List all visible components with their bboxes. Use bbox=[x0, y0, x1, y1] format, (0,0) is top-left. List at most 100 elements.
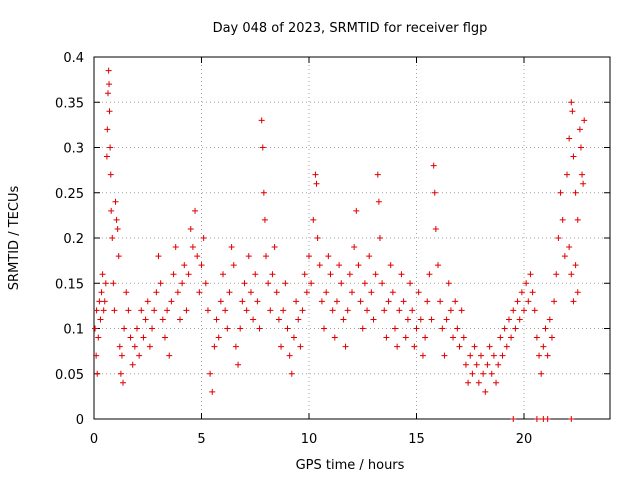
data-point bbox=[353, 207, 360, 214]
data-point bbox=[243, 307, 250, 314]
x-tick-label: 0 bbox=[90, 432, 98, 447]
data-point bbox=[144, 298, 151, 305]
data-point bbox=[245, 253, 252, 260]
data-point bbox=[183, 307, 190, 314]
data-point bbox=[577, 144, 584, 151]
data-point bbox=[239, 298, 246, 305]
data-point bbox=[125, 307, 132, 314]
plot-frame bbox=[93, 56, 611, 420]
data-point bbox=[259, 144, 266, 151]
data-point bbox=[333, 298, 340, 305]
data-point bbox=[134, 325, 140, 332]
data-point bbox=[123, 289, 130, 296]
data-point bbox=[518, 289, 525, 296]
data-point bbox=[372, 271, 379, 278]
data-point bbox=[355, 262, 362, 269]
y-tick-label: 0.25 bbox=[55, 187, 84, 202]
y-tick-label: 0.05 bbox=[55, 368, 84, 383]
data-point bbox=[94, 370, 101, 377]
data-point bbox=[140, 334, 147, 341]
data-point bbox=[241, 280, 248, 287]
data-point bbox=[370, 316, 377, 323]
data-point bbox=[121, 325, 128, 332]
data-point bbox=[151, 307, 158, 314]
data-point bbox=[196, 289, 203, 296]
data-point bbox=[136, 352, 143, 359]
data-point bbox=[310, 216, 317, 223]
data-point bbox=[146, 343, 153, 350]
data-point bbox=[297, 343, 304, 350]
data-point bbox=[413, 325, 420, 332]
data-point bbox=[96, 298, 103, 305]
data-point bbox=[107, 144, 114, 151]
data-point bbox=[566, 244, 573, 251]
data-point bbox=[278, 343, 285, 350]
data-point bbox=[181, 262, 188, 269]
data-point bbox=[404, 316, 411, 323]
data-point bbox=[106, 108, 113, 115]
data-point bbox=[316, 262, 323, 269]
data-point bbox=[422, 334, 429, 341]
data-point bbox=[564, 171, 570, 178]
data-point bbox=[226, 289, 233, 296]
data-point bbox=[263, 253, 269, 260]
chart-title: Day 048 of 2023, SRMTID for receiver flg… bbox=[213, 21, 488, 36]
data-point bbox=[445, 280, 452, 287]
data-point bbox=[374, 171, 381, 178]
data-point bbox=[411, 343, 418, 350]
data-point bbox=[570, 153, 577, 160]
data-point bbox=[286, 352, 293, 359]
data-point bbox=[282, 280, 289, 287]
data-point bbox=[346, 271, 353, 278]
data-point bbox=[288, 370, 295, 377]
data-point bbox=[569, 108, 576, 115]
data-point bbox=[544, 416, 551, 422]
data-point bbox=[159, 316, 166, 323]
data-point bbox=[329, 307, 336, 314]
data-point bbox=[475, 379, 482, 386]
data-point bbox=[194, 253, 201, 260]
data-point bbox=[252, 271, 259, 278]
data-point bbox=[202, 280, 209, 287]
data-point bbox=[170, 271, 177, 278]
data-point bbox=[213, 316, 220, 323]
data-point bbox=[533, 416, 540, 422]
data-point bbox=[561, 253, 568, 260]
data-point bbox=[527, 271, 534, 278]
data-point bbox=[490, 352, 497, 359]
data-point bbox=[97, 316, 104, 323]
data-point bbox=[95, 334, 102, 341]
y-axis-title: SRMTID / TECUs bbox=[7, 186, 22, 291]
data-point bbox=[484, 361, 491, 368]
data-point bbox=[254, 298, 261, 305]
data-point bbox=[482, 388, 489, 395]
data-point bbox=[111, 307, 118, 314]
x-axis-title: GPS time / hours bbox=[296, 458, 405, 473]
data-point bbox=[546, 316, 553, 323]
data-point bbox=[375, 198, 382, 205]
data-point bbox=[127, 334, 134, 341]
data-point bbox=[516, 316, 523, 323]
data-point bbox=[495, 361, 502, 368]
data-point bbox=[215, 334, 222, 341]
data-point bbox=[109, 235, 116, 241]
data-point bbox=[508, 334, 515, 341]
data-point bbox=[260, 189, 267, 196]
data-point bbox=[129, 361, 136, 368]
data-point bbox=[407, 280, 414, 287]
data-point bbox=[419, 352, 426, 359]
data-point bbox=[428, 316, 435, 323]
data-point bbox=[131, 343, 138, 350]
y-tick-label: 0.35 bbox=[55, 96, 84, 111]
data-point bbox=[366, 253, 373, 260]
data-point bbox=[290, 334, 297, 341]
data-point bbox=[112, 198, 119, 205]
data-point bbox=[359, 325, 366, 332]
data-point bbox=[398, 271, 405, 278]
data-point bbox=[275, 316, 282, 323]
data-point bbox=[102, 280, 109, 287]
data-point bbox=[499, 352, 506, 359]
data-point bbox=[321, 325, 328, 332]
data-point bbox=[198, 262, 205, 269]
